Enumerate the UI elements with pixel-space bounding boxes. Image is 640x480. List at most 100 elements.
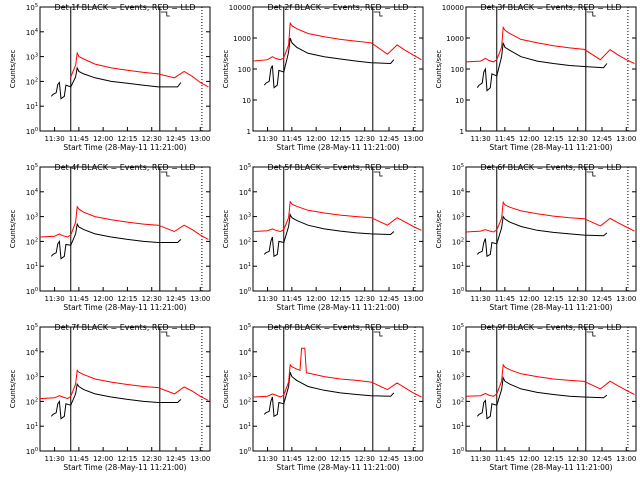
y-tick-label: 102 — [26, 237, 38, 246]
x-axis-label: Start Time (28-May-11 11:21:00) — [276, 463, 399, 472]
y-tick-label: 100 — [239, 287, 251, 296]
y-tick-label: 103 — [239, 213, 251, 222]
corner-bracket — [586, 171, 596, 177]
x-tick-label: 11:30 — [257, 455, 277, 463]
series-lld — [465, 200, 635, 233]
plot-frame — [465, 166, 637, 292]
panel-det-4: Det 4f BLACK = Events, RED = LLD 100 101 10… — [9, 163, 211, 312]
x-tick-label: 12:00 — [306, 295, 326, 303]
series-events — [263, 213, 395, 258]
y-tick-label: 100 — [239, 447, 251, 456]
y-tick-label: 104 — [239, 188, 251, 197]
x-axis-label: Start Time (28-May-11 11:21:00) — [276, 143, 399, 152]
x-tick-label: 13:00 — [190, 455, 210, 463]
y-tick-label: 103 — [26, 213, 38, 222]
x-tick-label: 12:15 — [543, 295, 563, 303]
x-tick-label: 12:15 — [330, 455, 350, 463]
y-tick-label: 104 — [239, 348, 251, 357]
plot-frame — [39, 166, 211, 292]
y-tick-label: 101 — [452, 422, 464, 431]
y-tick-label: 101 — [26, 422, 38, 431]
x-tick-label: 12:15 — [117, 135, 137, 143]
x-tick-label: 12:30 — [142, 295, 162, 303]
y-tick-label: 102 — [26, 77, 38, 86]
x-tick-label: 11:30 — [44, 295, 64, 303]
series-lld — [252, 21, 422, 62]
x-tick-label: 12:45 — [592, 295, 612, 303]
x-tick-label: 11:45 — [282, 295, 302, 303]
y-tick-label: 105 — [26, 323, 38, 332]
panel-det-5: Det 5f BLACK = Events, RED = LLD 100 101 10… — [222, 163, 424, 312]
x-tick-label: 12:00 — [519, 455, 539, 463]
x-tick-label: 11:30 — [257, 295, 277, 303]
y-tick-label: 102 — [239, 237, 251, 246]
y-tick-label: 101 — [26, 102, 38, 111]
y-tick-label: 103 — [26, 53, 38, 62]
x-tick-label: 11:30 — [257, 135, 277, 143]
panel-title: Det 9f BLACK = Events, RED = LLD — [480, 323, 621, 332]
panel-det-6: Det 6f BLACK = Events, RED = LLD 100 101 10… — [435, 163, 637, 312]
x-tick-label: 12:45 — [379, 455, 399, 463]
y-tick-label: 101 — [26, 262, 38, 271]
plot-frame — [465, 6, 637, 132]
x-tick-label: 11:30 — [470, 295, 490, 303]
y-axis-label: Counts/sec — [435, 370, 443, 409]
x-tick-label: 12:45 — [379, 135, 399, 143]
y-tick-label: 104 — [452, 188, 464, 197]
y-tick-label: 1 — [247, 128, 251, 136]
x-tick-label: 12:45 — [592, 135, 612, 143]
y-tick-label: 102 — [452, 237, 464, 246]
y-tick-label: 105 — [239, 323, 251, 332]
series-events — [476, 42, 608, 92]
panel-det-3: Det 3f BLACK = Events, RED = LLD 1 10 100 10… — [435, 3, 637, 152]
panel-det-7: Det 7f BLACK = Events, RED = LLD 100 101 10… — [9, 323, 211, 472]
y-axis-label: Counts/sec — [9, 370, 17, 409]
x-tick-label: 12:00 — [519, 135, 539, 143]
series-events — [476, 215, 608, 258]
series-events — [50, 66, 182, 100]
x-tick-label: 11:45 — [282, 455, 302, 463]
x-tick-label: 13:00 — [403, 455, 423, 463]
x-tick-label: 11:45 — [282, 135, 302, 143]
panel-det-1: Det 1f BLACK = Events, RED = LLD 100 101 10… — [9, 3, 211, 152]
y-tick-label: 105 — [26, 163, 38, 172]
series-events — [50, 222, 182, 260]
y-tick-label: 104 — [452, 348, 464, 357]
x-tick-label: 12:30 — [355, 295, 375, 303]
series-events — [263, 372, 395, 418]
x-tick-label: 12:30 — [142, 455, 162, 463]
y-tick-label: 102 — [452, 397, 464, 406]
plot-frame — [465, 326, 637, 452]
x-tick-label: 12:00 — [93, 295, 113, 303]
corner-bracket — [160, 11, 170, 17]
x-tick-label: 12:30 — [568, 135, 588, 143]
x-axis-label: Start Time (28-May-11 11:21:00) — [63, 463, 186, 472]
panel-title: Det 5f BLACK = Events, RED = LLD — [267, 163, 408, 172]
y-tick-label: 101 — [239, 422, 251, 431]
y-tick-label: 105 — [26, 3, 38, 12]
x-axis-label: Start Time (28-May-11 11:21:00) — [489, 303, 612, 312]
corner-bracket — [160, 171, 170, 177]
plot-frame — [252, 166, 424, 292]
x-tick-label: 11:45 — [69, 295, 89, 303]
corner-bracket — [373, 331, 383, 337]
corner-bracket — [160, 331, 170, 337]
panel-title: Det 1f BLACK = Events, RED = LLD — [54, 3, 195, 12]
x-tick-label: 11:45 — [495, 295, 515, 303]
x-tick-label: 13:00 — [190, 295, 210, 303]
x-tick-label: 12:45 — [166, 295, 186, 303]
y-tick-label: 100 — [26, 127, 38, 136]
corner-bracket — [586, 11, 596, 17]
x-tick-label: 11:45 — [495, 455, 515, 463]
y-tick-label: 1000 — [233, 35, 251, 43]
x-tick-label: 12:30 — [355, 135, 375, 143]
y-tick-label: 100 — [452, 287, 464, 296]
panel-title: Det 7f BLACK = Events, RED = LLD — [54, 323, 195, 332]
y-axis-label: Counts/sec — [9, 210, 17, 249]
plot-frame — [39, 6, 211, 132]
x-tick-label: 11:30 — [470, 135, 490, 143]
x-tick-label: 12:15 — [543, 135, 563, 143]
y-tick-label: 104 — [26, 28, 38, 37]
y-tick-label: 102 — [239, 397, 251, 406]
